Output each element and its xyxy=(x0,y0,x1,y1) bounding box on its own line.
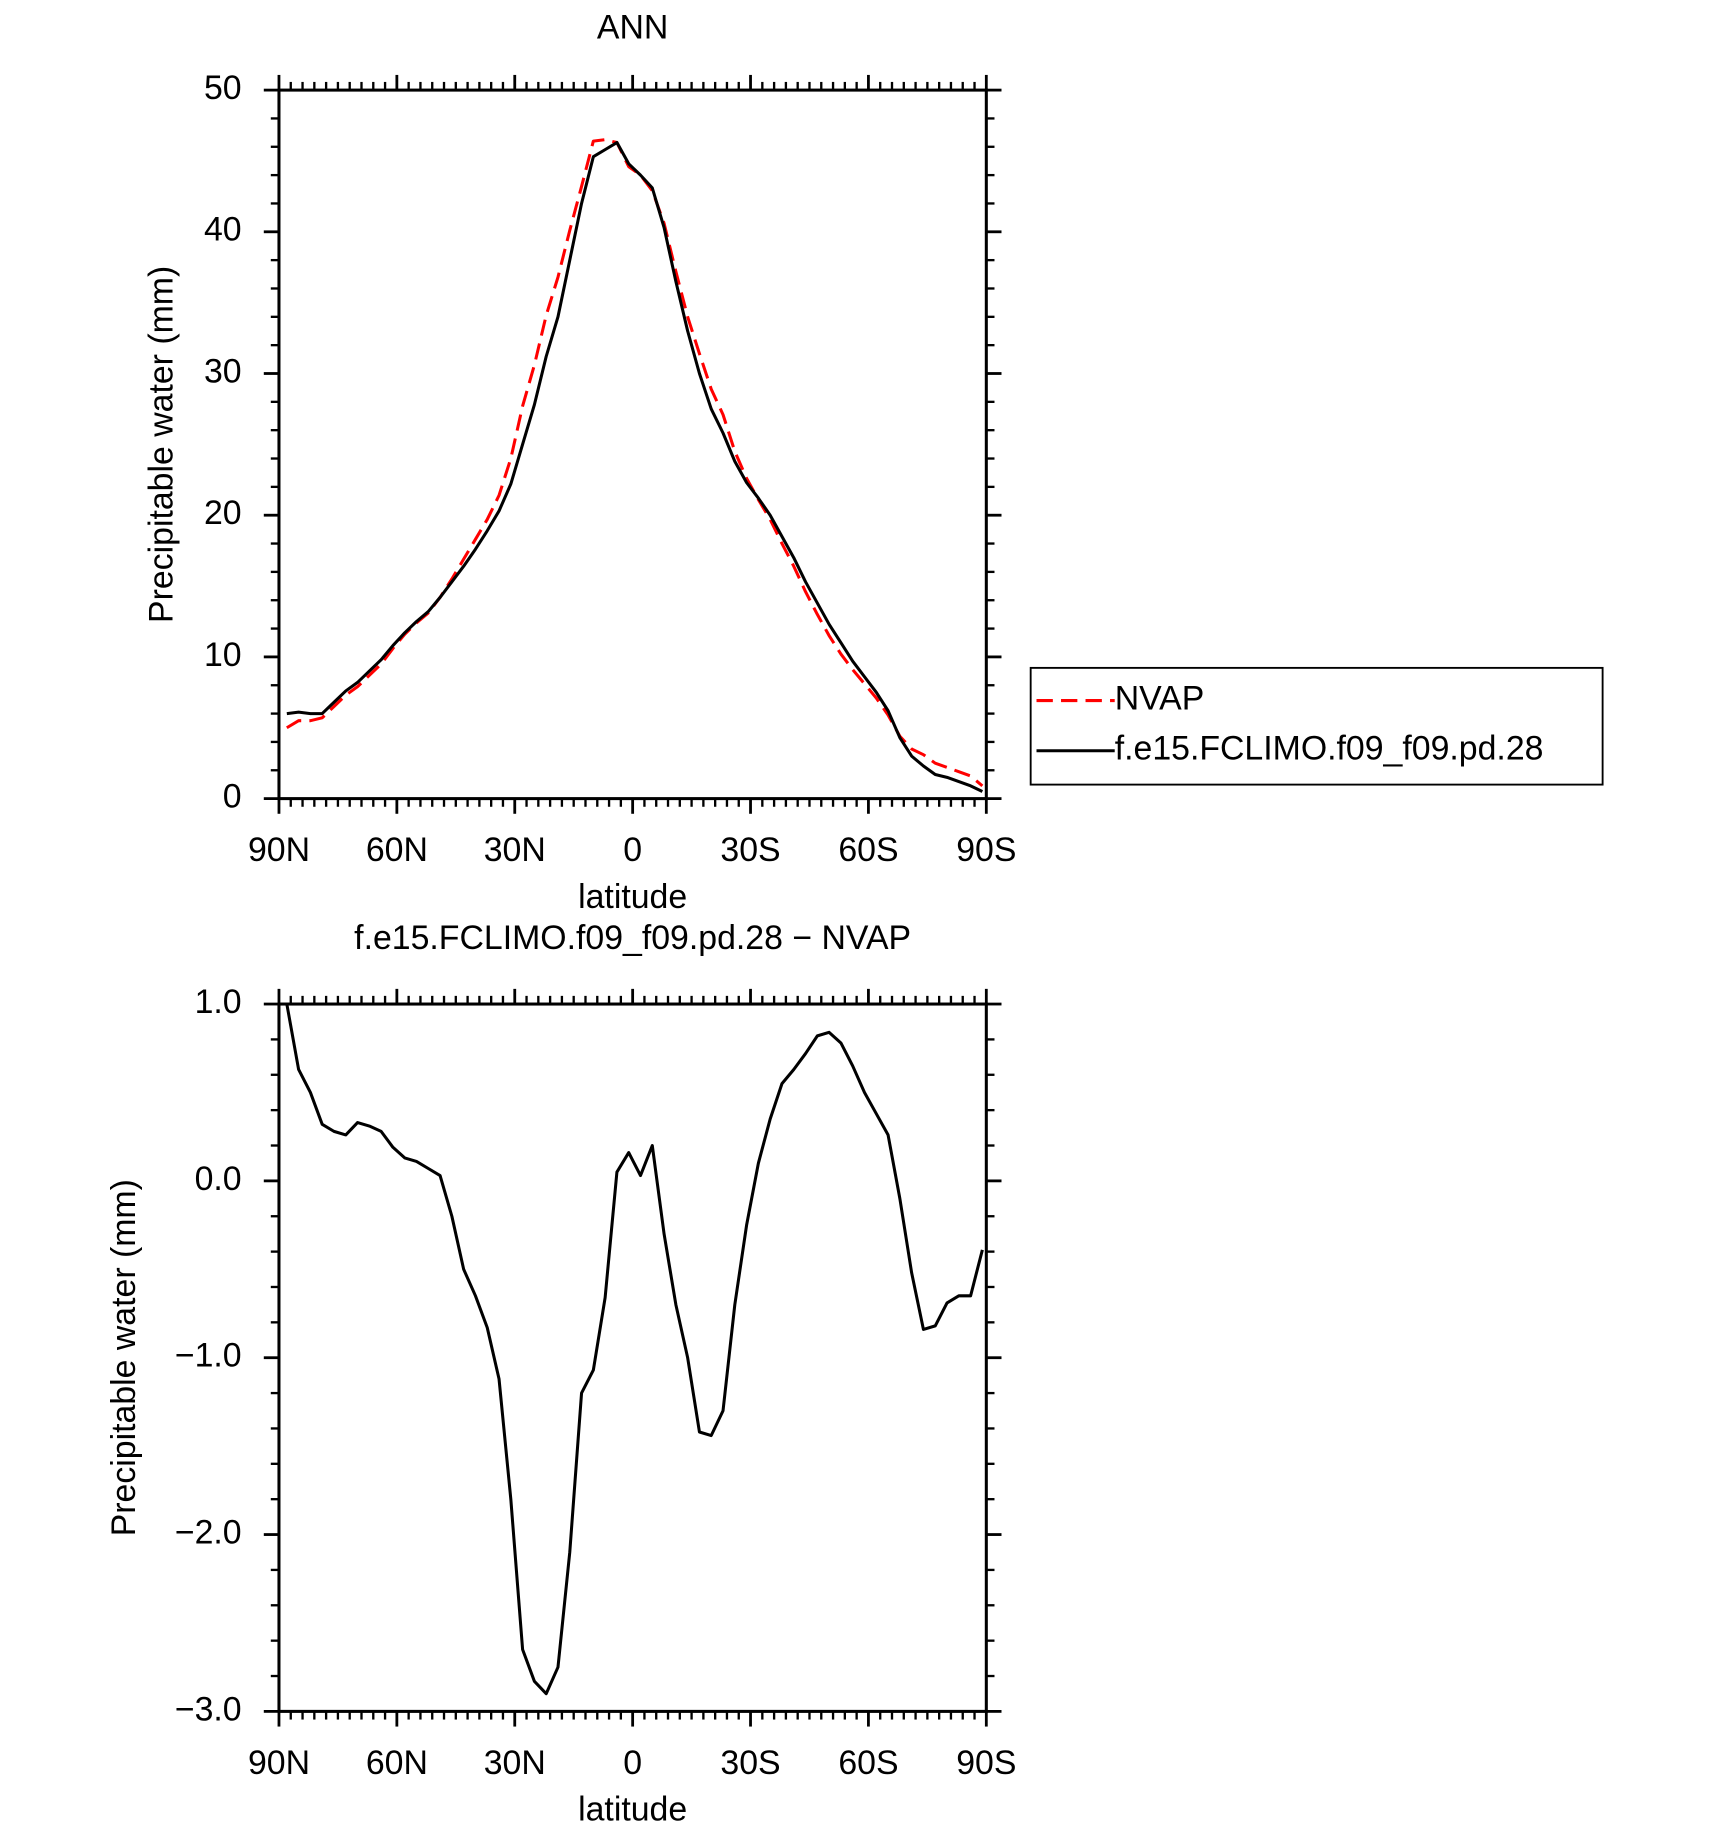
plot-frame xyxy=(277,1002,988,1713)
y-tick-label: 0 xyxy=(223,778,242,816)
y-tick-label: 10 xyxy=(204,636,242,674)
y-axis-label: Precipitable water (mm) xyxy=(142,266,180,623)
y-tick-label: 50 xyxy=(204,69,242,107)
x-tick-label: 90N xyxy=(248,1744,310,1782)
x-tick-label: 60S xyxy=(838,831,898,869)
chart-title: f.e15.FCLIMO.f09_f09.pd.28 − NVAP xyxy=(354,919,911,957)
y-tick-label: 40 xyxy=(204,211,242,249)
y-tick-label: −3.0 xyxy=(175,1690,242,1728)
legend-box xyxy=(1029,666,1604,786)
x-tick-label: 60N xyxy=(366,1744,428,1782)
x-tick-label: 90N xyxy=(248,831,310,869)
data-line xyxy=(286,138,984,788)
data-line xyxy=(286,141,984,793)
y-tick-label: 20 xyxy=(204,494,242,532)
y-tick-label: 30 xyxy=(204,352,242,390)
plot-frame xyxy=(277,88,988,801)
legend-label: NVAP xyxy=(1115,679,1205,717)
x-tick-label: 30N xyxy=(484,1744,546,1782)
x-tick-label: 60N xyxy=(366,831,428,869)
y-axis-label: Precipitable water (mm) xyxy=(105,1179,143,1536)
legend-label: f.e15.FCLIMO.f09_f09.pd.28 xyxy=(1115,730,1544,768)
x-tick-label: 90S xyxy=(956,1744,1016,1782)
x-axis-label: latitude xyxy=(578,1791,687,1829)
y-tick-label: 1.0 xyxy=(195,983,242,1021)
x-tick-label: 60S xyxy=(838,1744,898,1782)
y-tick-label: 0.0 xyxy=(195,1160,242,1198)
x-tick-label: 30S xyxy=(720,1744,780,1782)
x-tick-label: 30S xyxy=(720,831,780,869)
x-axis-label: latitude xyxy=(578,878,687,916)
y-tick-label: −2.0 xyxy=(175,1513,242,1551)
x-tick-label: 90S xyxy=(956,831,1016,869)
x-tick-label: 0 xyxy=(623,831,642,869)
x-tick-label: 30N xyxy=(484,831,546,869)
chart-title: ANN xyxy=(597,8,668,46)
x-tick-label: 0 xyxy=(623,1744,642,1782)
data-line xyxy=(285,1003,984,1696)
y-tick-label: −1.0 xyxy=(175,1337,242,1375)
